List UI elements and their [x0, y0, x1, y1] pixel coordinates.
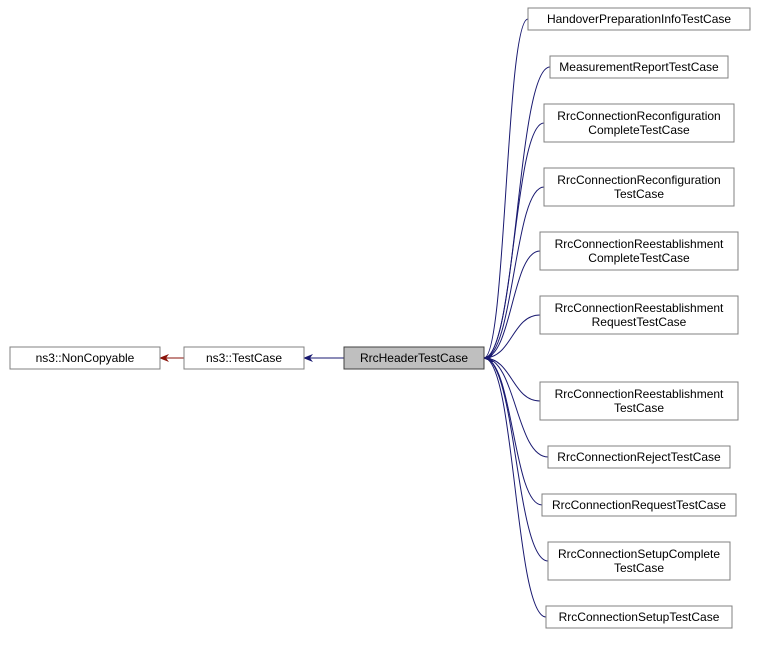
class-node[interactable]: ns3::NonCopyable	[10, 347, 160, 369]
class-node-label: RrcHeaderTestCase	[360, 351, 468, 365]
class-node[interactable]: RrcConnectionReestablishmentTestCase	[540, 382, 738, 420]
class-node-label: RequestTestCase	[592, 315, 687, 329]
class-node[interactable]: ns3::TestCase	[184, 347, 304, 369]
class-node-label: CompleteTestCase	[588, 251, 690, 265]
class-node-label: TestCase	[614, 401, 664, 415]
class-node-label: RrcConnectionSetupComplete	[558, 547, 720, 561]
class-node-label: HandoverPreparationInfoTestCase	[547, 12, 731, 26]
inherit-edge	[484, 123, 544, 358]
class-node-label: RrcConnectionRejectTestCase	[557, 450, 721, 464]
inherit-edge	[484, 358, 542, 505]
class-node-label: MeasurementReportTestCase	[559, 60, 719, 74]
class-node[interactable]: RrcConnectionRejectTestCase	[548, 446, 730, 468]
class-node-label: RrcConnectionReconfiguration	[557, 173, 720, 187]
class-node[interactable]: RrcConnectionReconfigurationCompleteTest…	[544, 104, 734, 142]
class-node-label: ns3::TestCase	[206, 351, 282, 365]
class-node-label: RrcConnectionRequestTestCase	[552, 498, 726, 512]
inherit-edge	[484, 358, 546, 617]
inherit-edge	[484, 358, 548, 457]
inherit-edge	[484, 358, 548, 561]
class-node[interactable]: MeasurementReportTestCase	[550, 56, 728, 78]
class-node-label: RrcConnectionReestablishment	[555, 387, 724, 401]
class-node[interactable]: RrcConnectionReestablishmentRequestTestC…	[540, 296, 738, 334]
class-node-label: RrcConnectionReestablishment	[555, 237, 724, 251]
class-node-label: RrcConnectionReconfiguration	[557, 109, 720, 123]
class-node[interactable]: RrcConnectionRequestTestCase	[542, 494, 736, 516]
class-node[interactable]: RrcConnectionReconfigurationTestCase	[544, 168, 734, 206]
class-node[interactable]: RrcConnectionReestablishmentCompleteTest…	[540, 232, 738, 270]
class-node[interactable]: RrcConnectionSetupCompleteTestCase	[548, 542, 730, 580]
class-node-label: ns3::NonCopyable	[36, 351, 135, 365]
class-node-label: RrcConnectionReestablishment	[555, 301, 724, 315]
class-node-label: TestCase	[614, 561, 664, 575]
class-node[interactable]: HandoverPreparationInfoTestCase	[528, 8, 750, 30]
class-node-label: TestCase	[614, 187, 664, 201]
class-node[interactable]: RrcConnectionSetupTestCase	[546, 606, 732, 628]
inherit-edge	[484, 251, 540, 358]
class-node[interactable]: RrcHeaderTestCase	[344, 347, 484, 369]
class-node-label: RrcConnectionSetupTestCase	[559, 610, 720, 624]
class-node-label: CompleteTestCase	[588, 123, 690, 137]
inheritance-diagram: ns3::NonCopyable ns3::TestCase RrcHeaderTe…	[0, 0, 763, 669]
